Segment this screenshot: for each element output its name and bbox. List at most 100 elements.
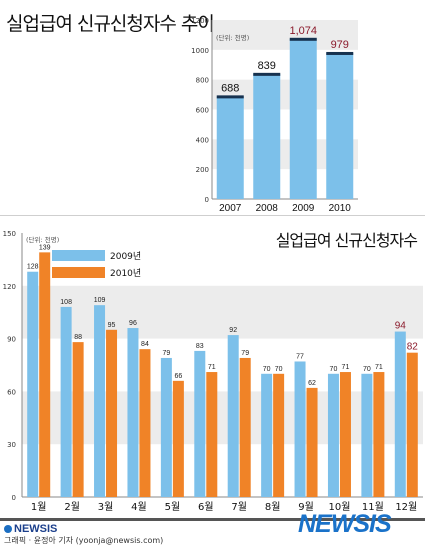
bottom-y-tick-label: 60 — [7, 388, 16, 396]
top-bar-cap — [326, 51, 354, 55]
data-label-2010: 70 — [275, 366, 283, 373]
bottom-x-tick-label: 9월 — [298, 501, 314, 513]
bar-2010 — [273, 373, 285, 497]
footer-rule — [0, 518, 425, 521]
bottom-unit-label: (단위: 천명) — [26, 235, 59, 244]
newsis-dot-icon — [4, 525, 12, 533]
bar-2009 — [294, 361, 306, 497]
data-label-2009: 70 — [330, 366, 338, 373]
top-x-tick-label: 2007 — [219, 203, 242, 214]
top-y-tick-label: 400 — [196, 136, 209, 144]
top-data-label: 1,074 — [289, 25, 317, 37]
bar-2009 — [94, 305, 106, 497]
data-label-2009: 109 — [94, 297, 106, 304]
bottom-x-tick-label: 11월 — [362, 501, 384, 513]
data-label-2009: 70 — [363, 366, 371, 373]
bottom-y-tick-label: 30 — [7, 441, 16, 449]
top-bar — [326, 52, 354, 199]
bottom-x-tick-label: 5월 — [165, 501, 181, 513]
top-y-tick-label: 200 — [196, 166, 209, 174]
newsis-logo-big: NEWSIS — [298, 510, 392, 538]
data-label-2010: 71 — [375, 364, 383, 371]
bar-2010 — [72, 342, 84, 497]
bottom-x-tick-label: 7월 — [231, 501, 247, 513]
top-data-label: 839 — [258, 60, 276, 72]
legend-swatch — [52, 250, 105, 261]
bar-2009 — [227, 335, 239, 497]
bar-2010 — [339, 372, 351, 497]
bar-2009 — [27, 271, 39, 497]
bar-2010 — [139, 349, 151, 497]
bottom-x-tick-label: 2월 — [64, 501, 80, 513]
top-bar — [289, 38, 317, 199]
data-label-2010: 66 — [174, 373, 182, 380]
bottom-grid-band — [22, 391, 423, 445]
data-label-2010: 139 — [39, 244, 51, 251]
data-label-2010: 71 — [208, 364, 216, 371]
bar-2009 — [194, 350, 206, 497]
top-bar-cap — [216, 95, 244, 99]
bottom-x-tick-label: 6월 — [198, 501, 214, 513]
bottom-x-tick-label: 12월 — [395, 501, 417, 513]
bar-2010 — [306, 387, 318, 497]
bottom-x-tick-label: 1월 — [31, 501, 47, 513]
top-data-label: 688 — [221, 82, 239, 94]
data-label-2010: 84 — [141, 341, 149, 348]
data-label-2010: 88 — [74, 334, 82, 341]
credit-line: 그래픽 · 윤정아 기자 (yoonja@newsis.com) — [4, 536, 164, 545]
newsis-logo-small: NEWSIS — [4, 523, 57, 535]
newsis-logo-small-text: NEWSIS — [14, 523, 58, 535]
legend-label: 2009년 — [110, 251, 141, 262]
legend-label: 2010년 — [110, 268, 141, 279]
bar-2009 — [361, 373, 373, 497]
top-bar-cap — [253, 72, 281, 76]
data-label-2010: 82 — [407, 342, 419, 353]
bottom-grid-band — [22, 285, 423, 339]
bar-2009 — [261, 373, 273, 497]
data-label-2009: 70 — [263, 366, 271, 373]
bar-2010 — [406, 352, 418, 497]
data-label-2009: 77 — [296, 353, 304, 360]
top-y-tick-label: 1000 — [191, 47, 209, 55]
data-label-2010: 79 — [241, 350, 249, 357]
bar-2009 — [60, 306, 72, 497]
bottom-y-tick-label: 120 — [3, 283, 16, 291]
data-label-2009: 96 — [129, 320, 137, 327]
bottom-y-tick-label: 150 — [3, 230, 16, 238]
top-y-tick-label: 800 — [196, 77, 209, 85]
data-label-2009: 94 — [395, 321, 407, 332]
bottom-y-tick-label: 0 — [12, 494, 16, 502]
top-grid-band — [212, 20, 358, 50]
bar-2010 — [373, 372, 385, 497]
top-chart: 0 200 400 600 800 1000 1200 (단위: 천명) 688 2007 839 2… — [191, 17, 358, 214]
top-y-tick-label: 600 — [196, 107, 209, 115]
top-data-label: 979 — [331, 39, 349, 51]
top-y-tick-label: 0 — [205, 196, 209, 204]
bottom-x-tick-label: 3월 — [98, 501, 114, 513]
bar-2010 — [106, 329, 118, 497]
data-label-2009: 79 — [162, 350, 170, 357]
top-y-tick-label: 1200 — [191, 17, 209, 25]
top-x-tick-label: 2009 — [292, 203, 315, 214]
data-label-2009: 128 — [27, 264, 39, 271]
bottom-x-tick-label: 4월 — [131, 501, 147, 513]
bar-2010 — [206, 372, 218, 497]
data-label-2010: 71 — [342, 364, 350, 371]
bar-2010 — [239, 357, 251, 497]
top-bar — [216, 96, 244, 199]
data-label-2010: 62 — [308, 380, 316, 387]
bottom-chart-title: 실업급여 신규신청자수 — [276, 231, 418, 250]
bar-2010 — [39, 252, 51, 497]
top-x-tick-label: 2008 — [256, 203, 279, 214]
bottom-x-tick-label: 10월 — [328, 501, 350, 513]
legend-swatch — [52, 267, 105, 278]
top-bar-cap — [289, 37, 317, 41]
data-label-2010: 95 — [108, 322, 116, 329]
bottom-x-tick-label: 8월 — [265, 501, 281, 513]
data-label-2009: 83 — [196, 343, 204, 350]
bar-2009 — [327, 373, 339, 497]
data-label-2009: 108 — [60, 299, 72, 306]
data-label-2009: 92 — [229, 327, 237, 334]
top-unit-label: (단위: 천명) — [216, 33, 249, 42]
